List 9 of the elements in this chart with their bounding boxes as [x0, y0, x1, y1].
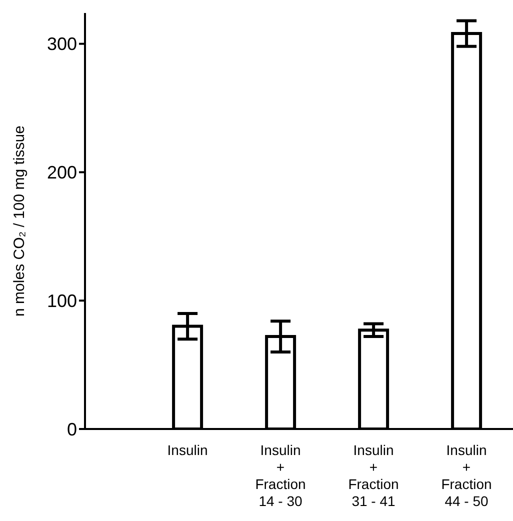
x-tick-label: Insulin + Fraction 31 - 41: [348, 442, 399, 509]
x-tick-label: Insulin + Fraction 14 - 30: [255, 442, 306, 509]
x-tick-label: Insulin: [167, 442, 208, 458]
y-tick-label: 0: [66, 419, 77, 440]
y-axis-title: n moles CO₂ / 100 mg tissue: [11, 126, 28, 316]
y-tick-label: 300: [46, 34, 77, 54]
x-tick-label: Insulin + Fraction 44 - 50: [441, 442, 492, 509]
y-tick-label: 100: [46, 290, 77, 311]
y-tick-label: 200: [46, 162, 77, 183]
